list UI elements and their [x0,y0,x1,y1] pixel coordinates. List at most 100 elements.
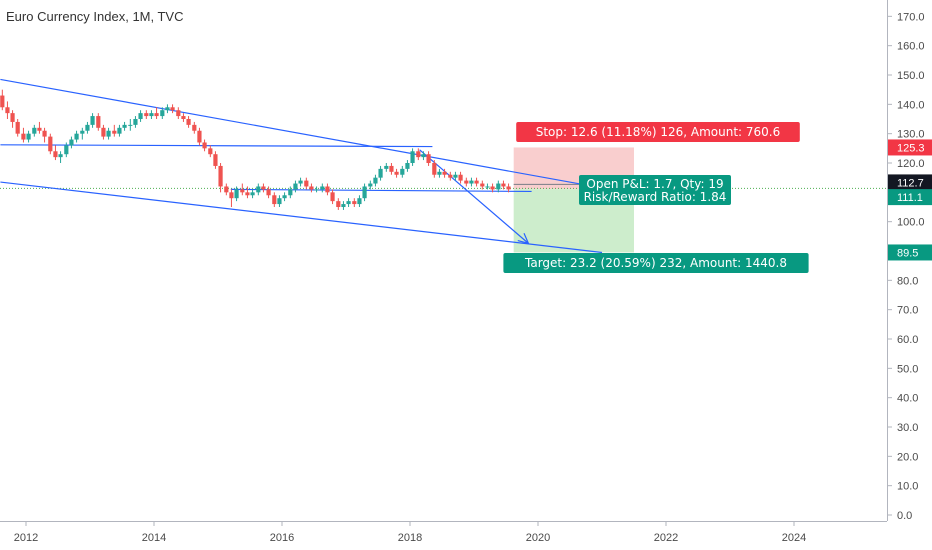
candle-body[interactable] [15,121,20,134]
candle-body[interactable] [117,127,122,134]
candle-body[interactable] [101,127,106,137]
candle-body[interactable] [5,107,10,114]
candle-body[interactable] [138,113,143,120]
candle-body[interactable] [469,180,474,184]
candle-body[interactable] [501,183,506,187]
candle-body[interactable] [453,174,458,178]
candle-body[interactable] [464,180,469,184]
candle-body[interactable] [192,124,197,131]
candle-body[interactable] [416,151,421,158]
trendline-3[interactable] [230,188,532,193]
candle-body[interactable] [208,148,213,155]
candle-body[interactable] [160,110,165,117]
candle-body[interactable] [400,168,405,175]
candle-body[interactable] [10,113,15,122]
candle-body[interactable] [64,145,69,155]
candle-body[interactable] [234,189,239,199]
candle-body[interactable] [80,130,85,134]
price-tag-target[interactable]: 89.5 [888,244,932,261]
candle-body[interactable] [272,195,277,205]
candle-body[interactable] [218,165,223,187]
candle-body[interactable] [21,133,26,140]
candle-body[interactable] [213,154,218,166]
candle-body[interactable] [245,192,250,196]
candle-body[interactable] [432,163,437,175]
candle-body[interactable] [58,154,63,158]
candle-body[interactable] [48,136,53,152]
candle-body[interactable] [0,95,5,108]
candle-body[interactable] [240,189,245,193]
candle-body[interactable] [229,192,234,199]
candle-body[interactable] [202,142,207,149]
candle-body[interactable] [133,119,138,125]
candle-body[interactable] [368,183,373,187]
candle-body[interactable] [250,192,255,196]
candle-body[interactable] [378,168,383,178]
candle-body[interactable] [394,171,399,175]
candle-body[interactable] [389,165,394,172]
candle-body[interactable] [309,186,314,190]
target-label[interactable]: Target: 23.2 (20.59%) 232, Amount: 1440.… [503,253,809,273]
stop-label[interactable]: Stop: 12.6 (11.18%) 126, Amount: 760.6 [516,122,800,142]
candle-body[interactable] [410,151,415,164]
candle-body[interactable] [330,192,335,202]
candle-body[interactable] [224,186,229,193]
trendline-1[interactable] [0,78,583,186]
candle-body[interactable] [405,163,410,169]
candle-body[interactable] [197,130,202,143]
candle-body[interactable] [112,130,117,134]
candle-body[interactable] [266,189,271,196]
candle-body[interactable] [176,110,181,117]
candle-body[interactable] [37,127,42,131]
candle-body[interactable] [341,204,346,208]
candle-body[interactable] [42,130,47,137]
candle-body[interactable] [320,186,325,190]
candle-body[interactable] [32,127,37,134]
candle-body[interactable] [165,107,170,111]
trendline-4[interactable] [0,181,603,254]
candle-body[interactable] [336,201,341,208]
candle-body[interactable] [480,183,485,187]
candle-body[interactable] [458,174,463,181]
candle-body[interactable] [277,198,282,205]
price-tag-stop[interactable]: 125.3 [888,139,932,156]
candle-body[interactable] [346,201,351,205]
candle-body[interactable] [154,113,159,117]
candle-body[interactable] [352,201,357,205]
candle-body[interactable] [186,119,191,125]
candle-body[interactable] [373,177,378,184]
candle-body[interactable] [384,165,389,169]
candle-body[interactable] [293,183,298,190]
candle-body[interactable] [437,171,442,175]
candle-body[interactable] [421,154,426,158]
candle-body[interactable] [448,174,453,178]
candle-body[interactable] [314,189,319,191]
candle-body[interactable] [170,107,175,111]
candle-body[interactable] [26,133,31,140]
candle-body[interactable] [426,154,431,164]
candle-body[interactable] [496,183,501,190]
candle-body[interactable] [485,186,490,188]
candle-body[interactable] [261,186,266,190]
price-tag-current[interactable]: 112.7 [888,174,932,191]
candle-body[interactable] [69,139,74,146]
candle-body[interactable] [282,195,287,199]
candle-body[interactable] [106,130,111,137]
candle-body[interactable] [144,113,149,117]
candle-body[interactable] [74,133,79,140]
candle-body[interactable] [357,198,362,205]
price-tag-entry[interactable]: 111.1 [888,189,932,206]
candle-body[interactable] [85,124,90,131]
candle-body[interactable] [53,151,58,158]
candle-body[interactable] [442,171,447,175]
forecast-arrow-line[interactable] [419,149,529,244]
candle-body[interactable] [304,180,309,187]
candle-body[interactable] [149,113,154,117]
candle-body[interactable] [288,189,293,196]
candle-body[interactable] [181,116,186,120]
candle-body[interactable] [325,186,330,193]
candle-body[interactable] [256,186,261,193]
